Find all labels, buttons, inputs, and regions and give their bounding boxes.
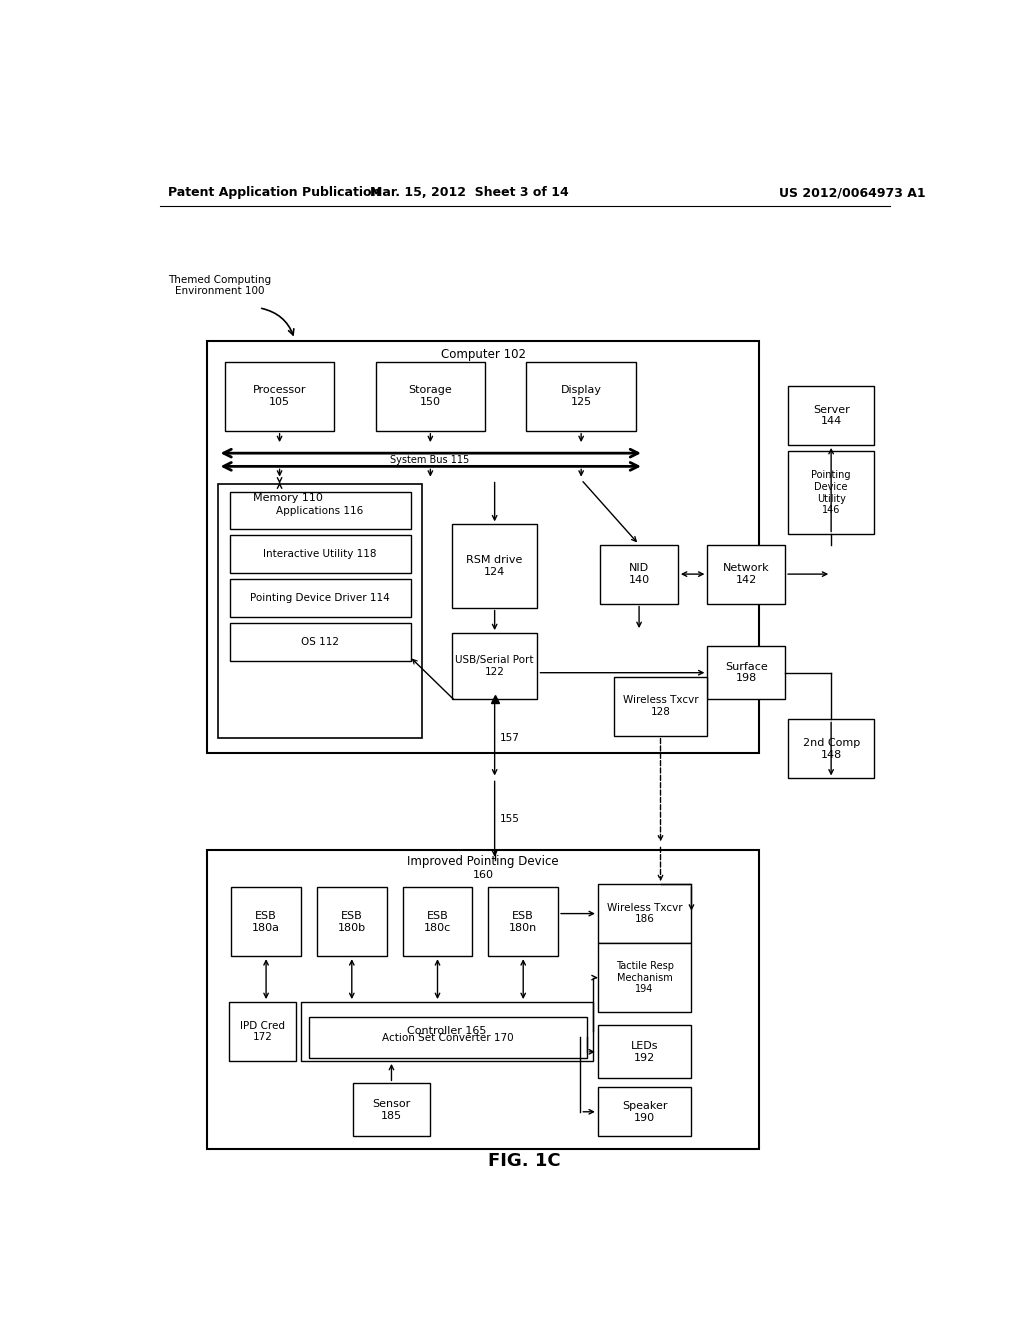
FancyBboxPatch shape bbox=[598, 1088, 691, 1137]
FancyBboxPatch shape bbox=[316, 887, 387, 956]
Text: 157: 157 bbox=[500, 733, 519, 743]
Text: ESB
180c: ESB 180c bbox=[424, 911, 452, 932]
Text: Interactive Utility 118: Interactive Utility 118 bbox=[263, 549, 377, 560]
Text: Controller 165: Controller 165 bbox=[408, 1027, 486, 1036]
Text: Mar. 15, 2012  Sheet 3 of 14: Mar. 15, 2012 Sheet 3 of 14 bbox=[370, 186, 568, 199]
FancyBboxPatch shape bbox=[309, 1018, 587, 1057]
Text: FIG. 1C: FIG. 1C bbox=[488, 1152, 561, 1170]
FancyBboxPatch shape bbox=[229, 623, 411, 660]
FancyBboxPatch shape bbox=[218, 483, 423, 738]
Text: Storage
150: Storage 150 bbox=[409, 385, 453, 407]
FancyBboxPatch shape bbox=[598, 1026, 691, 1078]
Text: Tactile Resp
Mechanism
194: Tactile Resp Mechanism 194 bbox=[615, 961, 674, 994]
FancyBboxPatch shape bbox=[488, 887, 558, 956]
FancyBboxPatch shape bbox=[352, 1084, 430, 1137]
Text: Themed Computing
Environment 100: Themed Computing Environment 100 bbox=[168, 275, 270, 296]
FancyBboxPatch shape bbox=[376, 362, 485, 430]
Text: USB/Serial Port
122: USB/Serial Port 122 bbox=[456, 655, 534, 677]
Text: 160: 160 bbox=[473, 870, 494, 880]
Text: Improved Pointing Device: Improved Pointing Device bbox=[408, 855, 559, 869]
FancyBboxPatch shape bbox=[229, 579, 411, 616]
Text: ESB
180b: ESB 180b bbox=[338, 911, 366, 932]
FancyBboxPatch shape bbox=[229, 492, 411, 529]
FancyBboxPatch shape bbox=[598, 884, 691, 942]
Text: US 2012/0064973 A1: US 2012/0064973 A1 bbox=[778, 186, 926, 199]
FancyBboxPatch shape bbox=[598, 942, 691, 1012]
FancyBboxPatch shape bbox=[600, 545, 678, 603]
Text: Patent Application Publication: Patent Application Publication bbox=[168, 186, 380, 199]
FancyBboxPatch shape bbox=[207, 342, 759, 752]
FancyBboxPatch shape bbox=[526, 362, 636, 430]
FancyBboxPatch shape bbox=[228, 1002, 296, 1061]
FancyBboxPatch shape bbox=[207, 850, 759, 1150]
Text: Display
125: Display 125 bbox=[561, 385, 602, 407]
Text: LEDs
192: LEDs 192 bbox=[631, 1041, 658, 1063]
FancyBboxPatch shape bbox=[452, 524, 538, 607]
Text: 155: 155 bbox=[500, 814, 519, 824]
Text: Server
144: Server 144 bbox=[813, 405, 850, 426]
Text: Wireless Txcvr
128: Wireless Txcvr 128 bbox=[623, 696, 698, 717]
FancyBboxPatch shape bbox=[225, 362, 334, 430]
Text: Speaker
190: Speaker 190 bbox=[622, 1101, 668, 1122]
FancyBboxPatch shape bbox=[452, 634, 538, 700]
FancyBboxPatch shape bbox=[301, 1002, 593, 1061]
FancyBboxPatch shape bbox=[708, 545, 785, 603]
Text: Network
142: Network 142 bbox=[723, 564, 769, 585]
Text: NID
140: NID 140 bbox=[629, 564, 649, 585]
Text: 2nd Comp
148: 2nd Comp 148 bbox=[803, 738, 860, 760]
Text: Action Set Converter 170: Action Set Converter 170 bbox=[382, 1032, 514, 1043]
Text: Pointing
Device
Utility
146: Pointing Device Utility 146 bbox=[811, 470, 851, 515]
Text: Sensor
185: Sensor 185 bbox=[373, 1100, 411, 1121]
Text: Wireless Txcvr
186: Wireless Txcvr 186 bbox=[607, 903, 682, 924]
Text: ESB
180n: ESB 180n bbox=[509, 911, 538, 932]
FancyBboxPatch shape bbox=[613, 677, 708, 735]
Text: IPD Cred
172: IPD Cred 172 bbox=[240, 1020, 285, 1043]
FancyBboxPatch shape bbox=[708, 647, 785, 700]
Text: Processor
105: Processor 105 bbox=[253, 385, 306, 407]
FancyBboxPatch shape bbox=[788, 385, 873, 445]
Text: OS 112: OS 112 bbox=[301, 636, 339, 647]
FancyArrowPatch shape bbox=[262, 309, 294, 335]
FancyBboxPatch shape bbox=[402, 887, 472, 956]
FancyBboxPatch shape bbox=[229, 536, 411, 573]
Text: Memory 110: Memory 110 bbox=[253, 492, 324, 503]
FancyBboxPatch shape bbox=[788, 719, 873, 779]
FancyBboxPatch shape bbox=[231, 887, 301, 956]
Text: Pointing Device Driver 114: Pointing Device Driver 114 bbox=[250, 593, 390, 603]
Text: Applications 116: Applications 116 bbox=[276, 506, 364, 516]
Text: Computer 102: Computer 102 bbox=[440, 348, 525, 362]
Text: RSM drive
124: RSM drive 124 bbox=[467, 556, 523, 577]
Text: System Bus 115: System Bus 115 bbox=[390, 455, 469, 465]
Text: Surface
198: Surface 198 bbox=[725, 661, 768, 684]
FancyBboxPatch shape bbox=[788, 451, 873, 535]
Text: ESB
180a: ESB 180a bbox=[252, 911, 281, 932]
